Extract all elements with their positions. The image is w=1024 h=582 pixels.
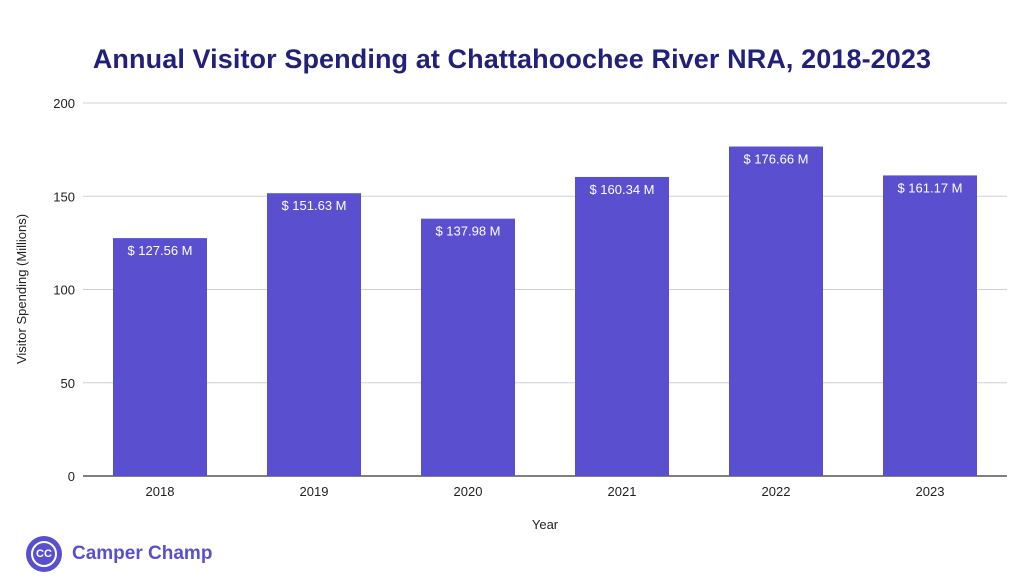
x-tick-label: 2019 [300, 484, 329, 499]
y-tick-label: 150 [53, 189, 75, 204]
bar-value-label: $ 127.56 M [127, 243, 192, 258]
x-tick-label: 2022 [762, 484, 791, 499]
bar-value-label: $ 151.63 M [281, 198, 346, 213]
bar [267, 193, 361, 476]
bar-value-label: $ 161.17 M [897, 180, 962, 195]
brand-logo-icon: CC [26, 536, 62, 572]
bar-value-label: $ 176.66 M [743, 152, 808, 167]
brand: CC Camper Champ [26, 536, 212, 572]
y-tick-label: 0 [68, 469, 75, 484]
bar-value-label: $ 160.34 M [589, 182, 654, 197]
y-axis-label: Visitor Spending (Millions) [14, 214, 29, 364]
bar [113, 238, 207, 476]
y-axis-ticks: 0 50 100 150 200 [53, 96, 75, 484]
y-tick-label: 100 [53, 283, 75, 298]
bar [421, 218, 515, 476]
x-axis-ticks: 2018 2019 2020 2021 2022 2023 [146, 484, 945, 499]
bars: $ 127.56 M $ 151.63 M $ 137.98 M $ 160.34 M… [113, 146, 977, 477]
y-tick-label: 50 [61, 376, 75, 391]
x-tick-label: 2018 [146, 484, 175, 499]
x-axis-label: Year [532, 517, 559, 532]
x-tick-label: 2020 [454, 484, 483, 499]
bar [729, 146, 823, 476]
x-tick-label: 2023 [916, 484, 945, 499]
bar-value-label: $ 137.98 M [435, 224, 500, 239]
x-tick-label: 2021 [608, 484, 637, 499]
chart-title: Annual Visitor Spending at Chattahoochee… [92, 44, 932, 74]
bar [883, 175, 977, 476]
gridlines [83, 102, 1007, 477]
y-tick-label: 200 [53, 96, 75, 111]
brand-logo-text: CC [31, 541, 57, 567]
brand-name: Camper Champ [72, 543, 213, 564]
bar [575, 176, 669, 477]
